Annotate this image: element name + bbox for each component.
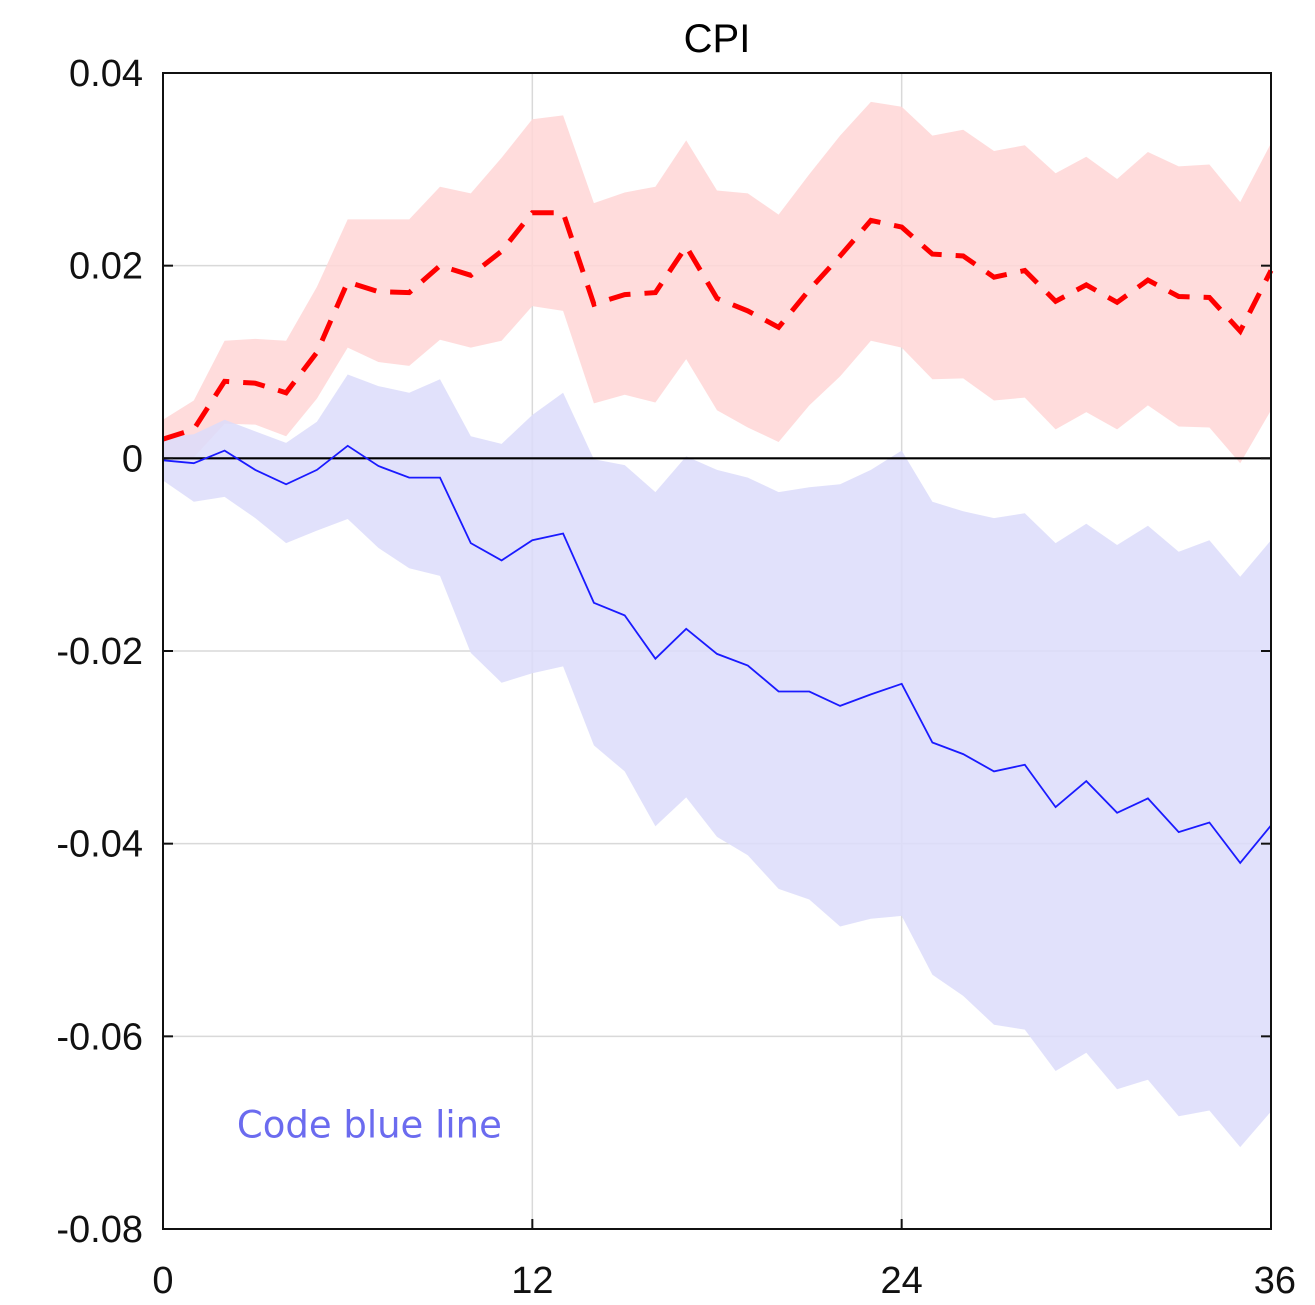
y-tick-label: 0.04: [69, 53, 143, 95]
series-line-0: [162, 210, 1274, 442]
y-tick-label: -0.08: [56, 1209, 143, 1251]
x-tick-label: 12: [511, 1260, 553, 1302]
series-lines: [162, 210, 1274, 865]
x-tick-label: 24: [881, 1260, 923, 1302]
confidence-bands: [163, 101, 1271, 1148]
y-tick-label: -0.04: [56, 824, 143, 866]
y-tick-label: 0.02: [69, 246, 143, 288]
x-axis-ticks: 0 12 24 36: [152, 1219, 1296, 1302]
chart-title: CPI: [684, 17, 751, 61]
x-tick-label: 36: [1254, 1260, 1296, 1302]
y-tick-label: 0: [122, 438, 143, 480]
y-axis-ticks: 0.04 0.02 0 -0.02 -0.04 -0.06 -0.08: [56, 53, 1271, 1251]
series-line-1: [162, 444, 1272, 865]
annotation-text: Code blue line: [237, 1103, 502, 1146]
y-tick-label: -0.02: [56, 631, 143, 673]
x-tick-label: 0: [152, 1260, 173, 1302]
confidence-band-1: [163, 374, 1271, 1148]
y-tick-label: -0.06: [56, 1016, 143, 1058]
confidence-band-0: [163, 101, 1271, 464]
